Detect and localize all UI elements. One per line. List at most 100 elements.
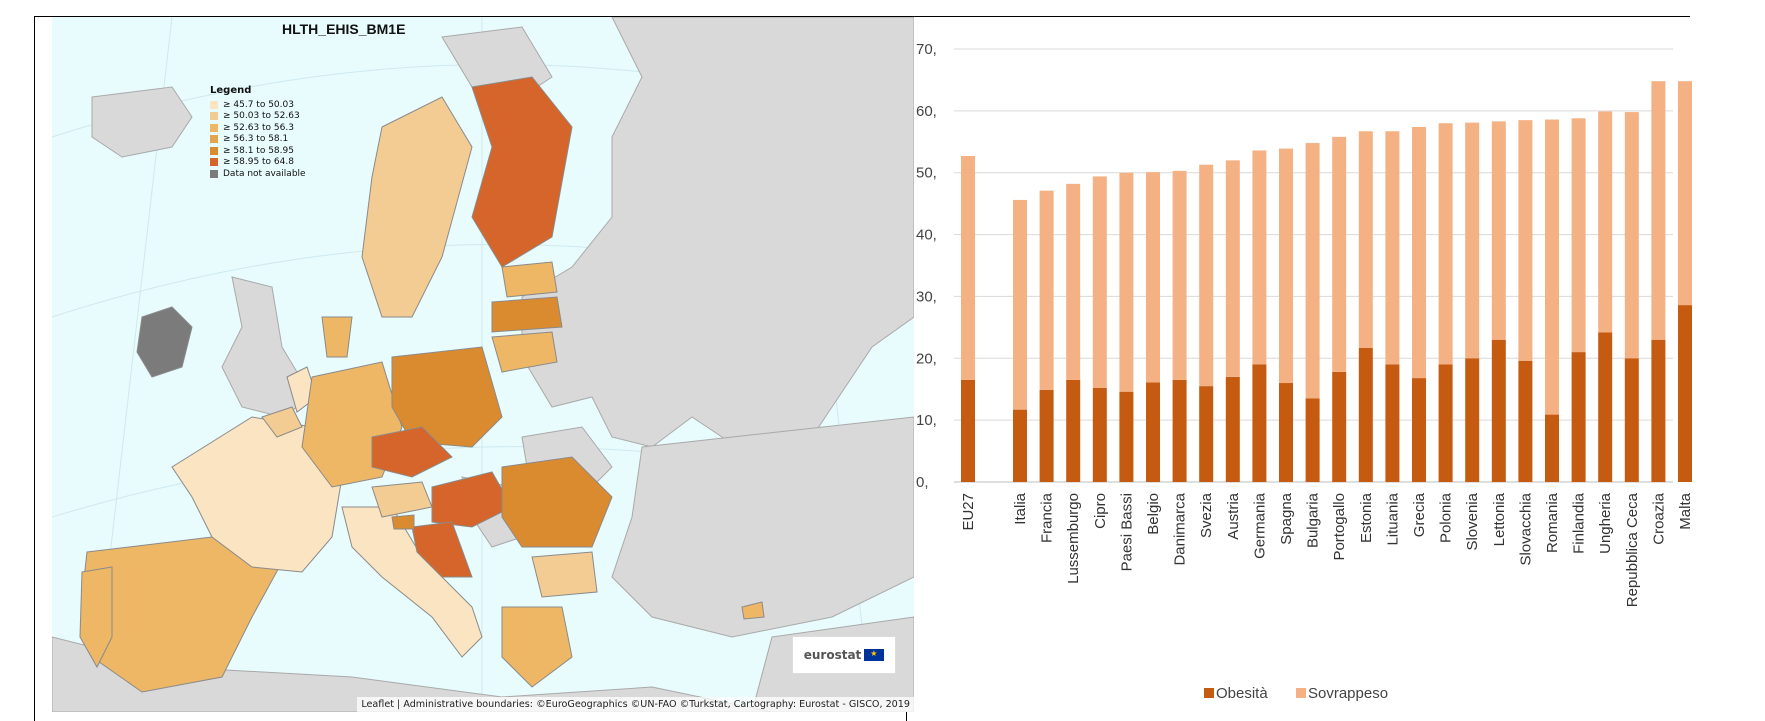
legend-swatch [210,146,218,155]
bar-segment-sovrappeso [1013,199,1027,410]
legend-swatch [210,169,218,178]
eu-member-states[interactable] [79,76,765,693]
country-greece [501,606,573,688]
country-romania [501,456,613,548]
x-axis-label: Grecia [1411,492,1428,537]
bar-segment-sovrappeso [1172,170,1187,380]
bar-segment-obesita [1412,378,1426,482]
bar-segment-obesita [1039,389,1054,482]
bar-segment-sovrappeso [1518,120,1533,361]
legend-item: ≥ 56.3 to 58.1 [210,134,306,146]
legend-label: ≥ 52.63 to 56.3 [223,122,294,133]
bar-segment-sovrappeso [1119,172,1134,392]
country-latvia [491,296,563,333]
bar-segment-obesita [1172,379,1187,482]
y-tick-label: 30, [916,288,937,305]
x-axis-label: Germania [1251,492,1268,559]
bar-segment-obesita [1358,347,1373,482]
x-axis-label: Malta [1677,492,1694,529]
y-tick-label: 20, [916,350,937,367]
bar-segment-obesita [1438,364,1453,482]
y-tick-label: 70, [916,41,937,58]
bar-segment-sovrappeso [1252,150,1267,365]
x-axis-label: Slovacchia [1517,492,1534,565]
x-axis-label: Lussemburgo [1065,493,1082,584]
bar-segment-sovrappeso [1651,81,1666,340]
legend-item: Data not available [210,168,306,180]
x-axis-label: Cipro [1092,493,1109,529]
y-axis-ticks: 0, 10, 20, 30, 40, 50, 60, 70, [916,41,937,491]
country-bulgaria [531,551,598,598]
bar-segment-sovrappeso [1491,121,1506,340]
x-axis-label: Polonia [1438,492,1455,543]
bar-segment-obesita [1465,358,1480,482]
bar-segment-sovrappeso [1465,122,1480,359]
legend-swatch-sovrappeso [1296,688,1306,698]
bar-segment-obesita [1571,352,1586,482]
bar-segment-obesita [1491,339,1506,482]
legend-label: Obesità [1216,685,1268,702]
country-ireland [136,306,193,378]
bar-segment-obesita [1545,414,1559,482]
bar-segment-sovrappeso [1438,123,1453,365]
legend-label: Sovrappeso [1308,685,1388,702]
bar-segment-obesita [1651,339,1666,482]
chart-legend: Obesità Sovrappeso [1204,685,1388,702]
legend-label: Data not available [223,168,306,179]
x-axis-label: Austria [1225,492,1242,539]
bar-segment-sovrappeso [1199,164,1214,387]
x-axis-label: Repubblica Ceca [1624,492,1641,607]
bar-segment-sovrappeso [1385,131,1400,365]
x-axis-label: Portogallo [1331,493,1348,561]
chart-bars [961,81,1692,482]
bar-segment-obesita [1252,364,1267,482]
country-poland [391,346,503,448]
x-axis-label: Paesi Bassi [1118,493,1135,571]
x-axis-label: Estonia [1358,492,1375,543]
bar-segment-obesita [1119,391,1134,482]
legend-swatch [210,123,218,132]
stacked-bar-chart: 0, 10, 20, 30, 40, 50, 60, 70, EU27 Italia Franci… [916,41,1694,702]
frame-line-left [34,16,35,721]
country-slovenia [391,514,415,530]
bar-segment-obesita [1066,379,1081,482]
country-hungary [431,471,513,528]
legend-item: ≥ 50.03 to 52.63 [210,111,306,123]
bar-segment-sovrappeso [1412,126,1426,379]
y-tick-label: 50, [916,165,937,182]
legend-label: ≥ 45.7 to 50.03 [223,99,294,110]
bar-segment-sovrappeso [1146,172,1160,383]
legend-label: ≥ 50.03 to 52.63 [223,111,300,122]
bar-segment-sovrappeso [1332,136,1347,372]
country-sweden [361,96,473,318]
legend-swatch [210,112,218,121]
choropleth-map[interactable]: HLTH_EHIS_BM1E Legend ≥ 45.7 to 50.03 ≥ … [52,17,914,712]
legend-swatch [210,135,218,144]
eu-flag-icon [864,649,885,661]
map-attribution[interactable]: Leaflet | Administrative boundaries: ©Eu… [357,697,914,712]
bar-segment-obesita [1518,360,1533,482]
bar-segment-sovrappeso [1305,143,1320,399]
legend-swatch [210,158,218,167]
bar-segment-sovrappeso [1039,190,1054,390]
legend-item: ≥ 45.7 to 50.03 [210,99,306,111]
eurostat-logo[interactable]: eurostat [792,636,896,674]
y-tick-label: 60, [916,103,937,120]
bar-segment-sovrappeso [1678,81,1692,306]
x-axis-label: Francia [1039,492,1056,543]
x-axis-label: Finlandia [1571,492,1588,554]
country-denmark [321,316,353,358]
x-axis-label: Romania [1544,492,1561,553]
country-cyprus [741,601,765,620]
country-croatia [411,521,473,578]
bar-segment-sovrappeso [1624,112,1639,359]
bar-segment-sovrappeso [961,156,975,380]
bar-segment-obesita [1092,387,1107,482]
x-axis-label: Lettonia [1491,492,1508,546]
map-canvas[interactable] [52,17,914,712]
legend-item: ≥ 58.95 to 64.8 [210,157,306,169]
x-axis-labels: EU27 Italia Francia Lussemburgo Cipro Paesi B… [960,492,1694,607]
country-italy [341,506,483,658]
x-axis-label: Italia [1012,492,1029,524]
bar-segment-obesita [1598,332,1613,482]
